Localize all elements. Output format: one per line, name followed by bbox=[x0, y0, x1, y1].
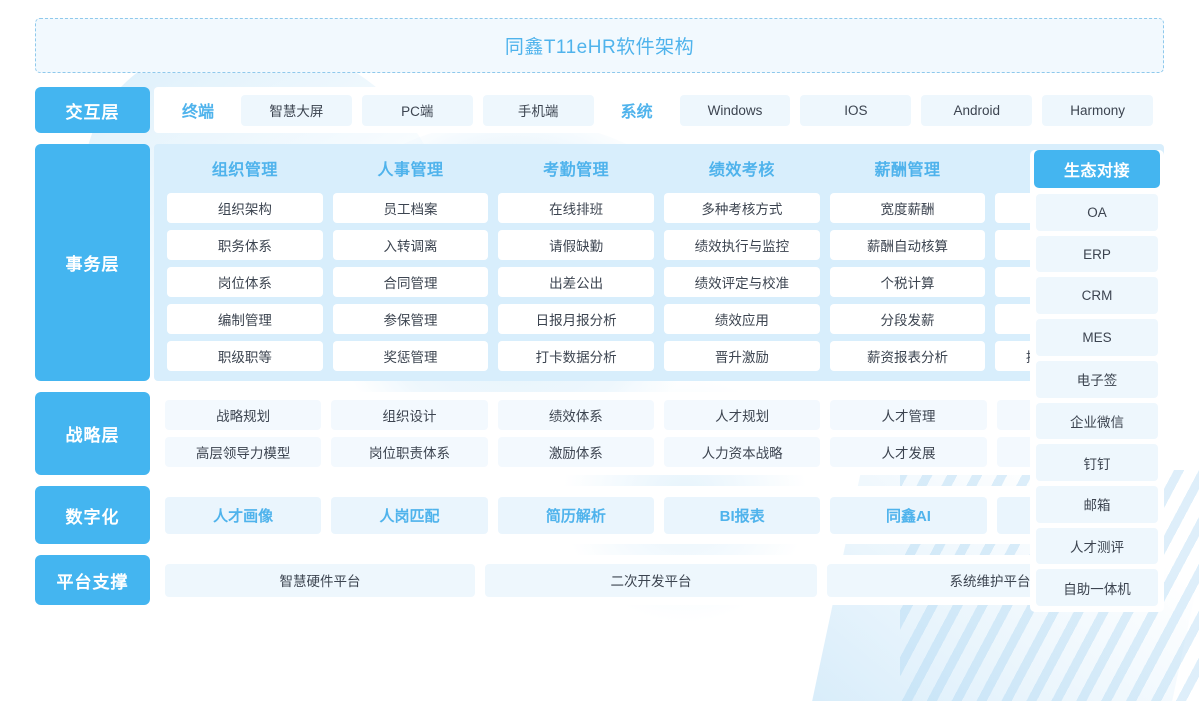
business-grid-row: 职级职等 奖惩管理 打卡数据分析 晋升激励 薪资报表分析 招聘分析与应用 bbox=[162, 341, 1156, 371]
business-cell[interactable]: 岗位体系 bbox=[167, 267, 323, 297]
platform-cell-secondary-dev[interactable]: 二次开发平台 bbox=[485, 563, 817, 597]
layer-label-strategy: 战略层 bbox=[35, 392, 150, 475]
platform-layer-body: 智慧硬件平台 二次开发平台 系统维护平台 bbox=[154, 555, 1164, 605]
interaction-item-windows[interactable]: Windows bbox=[679, 94, 791, 126]
business-cell[interactable]: 薪酬自动核算 bbox=[829, 230, 986, 260]
business-cell[interactable]: 组织架构 bbox=[167, 193, 323, 223]
strategy-cell[interactable]: 组织设计 bbox=[331, 400, 488, 430]
business-column-headers: 组织管理 人事管理 考勤管理 绩效考核 薪酬管理 招聘管理 bbox=[162, 151, 1156, 188]
strategy-layer-row: 战略层 战略规划 组织设计 绩效体系 人才规划 人才管理 BI商业智能 高层领导… bbox=[35, 392, 1164, 475]
digital-layer-row: 数字化 人才画像 人岗匹配 简历解析 BI报表 同鑫AI 问答机器人 bbox=[35, 486, 1164, 544]
business-cell[interactable]: 绩效应用 bbox=[664, 304, 820, 334]
ecosystem-item-crm[interactable]: CRM bbox=[1036, 277, 1158, 315]
business-cell[interactable]: 分段发薪 bbox=[829, 304, 986, 334]
strategy-cell[interactable]: 人才规划 bbox=[663, 400, 821, 430]
ecosystem-item-mes[interactable]: MES bbox=[1036, 319, 1158, 356]
ecosystem-item-wecom[interactable]: 企业微信 bbox=[1036, 402, 1158, 440]
interaction-item-ios[interactable]: IOS bbox=[800, 94, 912, 126]
layer-label-business: 事务层 bbox=[35, 144, 150, 381]
ecosystem-item-talent-assessment[interactable]: 人才测评 bbox=[1036, 527, 1158, 565]
business-grid-row: 岗位体系 合同管理 出差公出 绩效评定与校准 个税计算 面试管理 bbox=[162, 267, 1156, 297]
ecosystem-item-self-service-kiosk[interactable]: 自助一体机 bbox=[1036, 569, 1158, 607]
ecosystem-item-esign[interactable]: 电子签 bbox=[1036, 360, 1158, 398]
business-cell[interactable]: 打卡数据分析 bbox=[498, 341, 655, 371]
business-cell[interactable]: 员工档案 bbox=[332, 193, 489, 223]
business-cell[interactable]: 多种考核方式 bbox=[664, 193, 820, 223]
interaction-item-harmony[interactable]: Harmony bbox=[1042, 94, 1154, 126]
strategy-cell[interactable]: 高层领导力模型 bbox=[165, 437, 322, 467]
platform-cell-hardware[interactable]: 智慧硬件平台 bbox=[165, 563, 475, 597]
business-cell[interactable]: 出差公出 bbox=[498, 267, 655, 297]
digital-cell-talent-profile[interactable]: 人才画像 bbox=[165, 496, 322, 534]
business-cell[interactable]: 合同管理 bbox=[332, 267, 489, 297]
interaction-item-mobile[interactable]: 手机端 bbox=[482, 94, 594, 126]
interaction-group-label-system: 系统 bbox=[620, 104, 653, 121]
business-cell[interactable]: 编制管理 bbox=[167, 304, 323, 334]
digital-layer-body: 人才画像 人岗匹配 简历解析 BI报表 同鑫AI 问答机器人 bbox=[154, 486, 1164, 544]
business-column-header-payroll: 薪酬管理 bbox=[874, 162, 941, 179]
interaction-item-pc[interactable]: PC端 bbox=[361, 94, 473, 126]
business-cell[interactable]: 职务体系 bbox=[167, 230, 323, 260]
business-grid-row: 组织架构 员工档案 在线排班 多种考核方式 宽度薪酬 招聘计划 bbox=[162, 193, 1156, 223]
business-cell[interactable]: 日报月报分析 bbox=[498, 304, 655, 334]
business-cell[interactable]: 绩效评定与校准 bbox=[664, 267, 820, 297]
business-grid-row: 职务体系 入转调离 请假缺勤 绩效执行与监控 薪酬自动核算 候选人员 bbox=[162, 230, 1156, 260]
strategy-layer-body: 战略规划 组织设计 绩效体系 人才规划 人才管理 BI商业智能 高层领导力模型 … bbox=[154, 392, 1164, 475]
interaction-item-smart-screen[interactable]: 智慧大屏 bbox=[241, 94, 352, 126]
business-column-header-org: 组织管理 bbox=[211, 162, 278, 179]
strategy-cell[interactable]: 人才管理 bbox=[830, 400, 987, 430]
business-cell[interactable]: 宽度薪酬 bbox=[829, 193, 986, 223]
business-cell[interactable]: 在线排班 bbox=[498, 193, 655, 223]
ecosystem-panel-header: 生态对接 bbox=[1034, 150, 1160, 188]
business-grid-row: 编制管理 参保管理 日报月报分析 绩效应用 分段发薪 人才库管理 bbox=[162, 304, 1156, 334]
ecosystem-item-email[interactable]: 邮箱 bbox=[1036, 485, 1158, 523]
business-cell[interactable]: 入转调离 bbox=[332, 230, 489, 260]
strategy-cell[interactable]: 岗位职责体系 bbox=[331, 437, 488, 467]
interaction-layer-body: 终端 智慧大屏 PC端 手机端 系统 Windows IOS Android H… bbox=[154, 87, 1164, 133]
strategy-cell[interactable]: 绩效体系 bbox=[497, 400, 654, 430]
business-cell[interactable]: 参保管理 bbox=[332, 304, 489, 334]
strategy-cell[interactable]: 激励体系 bbox=[497, 437, 654, 467]
ecosystem-item-erp[interactable]: ERP bbox=[1036, 235, 1158, 273]
interaction-layer-row: 交互层 终端 智慧大屏 PC端 手机端 系统 Windows IOS Andro… bbox=[35, 87, 1164, 133]
interaction-group-label-terminal: 终端 bbox=[181, 104, 214, 121]
ecosystem-item-oa[interactable]: OA bbox=[1036, 194, 1158, 231]
strategy-cell[interactable]: 人力资本战略 bbox=[663, 437, 821, 467]
digital-cell-bi-report[interactable]: BI报表 bbox=[663, 496, 821, 534]
digital-cell-resume-parsing[interactable]: 简历解析 bbox=[497, 496, 654, 534]
ecosystem-panel: 生态对接 OA ERP CRM MES 电子签 企业微信 钉钉 邮箱 人才测评 … bbox=[1030, 150, 1164, 612]
interaction-item-android[interactable]: Android bbox=[921, 94, 1033, 126]
strategy-cell[interactable]: 战略规划 bbox=[165, 400, 322, 430]
business-cell[interactable]: 晋升激励 bbox=[664, 341, 820, 371]
diagram-content: 同鑫T11eHR软件架构 交互层 终端 智慧大屏 PC端 手机端 系统 Wind… bbox=[35, 18, 1164, 605]
page-title: 同鑫T11eHR软件架构 bbox=[504, 37, 695, 58]
business-cell[interactable]: 职级职等 bbox=[167, 341, 323, 371]
strategy-grid-row: 战略规划 组织设计 绩效体系 人才规划 人才管理 BI商业智能 bbox=[160, 400, 1158, 430]
business-cell[interactable]: 薪资报表分析 bbox=[829, 341, 986, 371]
digital-cell-job-matching[interactable]: 人岗匹配 bbox=[331, 496, 488, 534]
platform-layer-row: 平台支撑 智慧硬件平台 二次开发平台 系统维护平台 bbox=[35, 555, 1164, 605]
diagram-title-band: 同鑫T11eHR软件架构 bbox=[35, 18, 1164, 73]
business-column-header-attendance: 考勤管理 bbox=[543, 162, 610, 179]
business-cell[interactable]: 奖惩管理 bbox=[332, 341, 489, 371]
strategy-cell[interactable]: 人才发展 bbox=[830, 437, 987, 467]
business-layer-row: 事务层 组织管理 人事管理 考勤管理 绩效考核 薪酬管理 招聘管理 组织架构 员… bbox=[35, 144, 1164, 381]
layer-label-digital: 数字化 bbox=[35, 486, 150, 544]
business-layer-body: 组织管理 人事管理 考勤管理 绩效考核 薪酬管理 招聘管理 组织架构 员工档案 … bbox=[154, 144, 1164, 381]
digital-cell-tongxin-ai[interactable]: 同鑫AI bbox=[830, 496, 987, 534]
ecosystem-item-dingtalk[interactable]: 钉钉 bbox=[1036, 444, 1158, 481]
business-cell[interactable]: 绩效执行与监控 bbox=[664, 230, 820, 260]
business-cell[interactable]: 请假缺勤 bbox=[498, 230, 655, 260]
business-column-header-hr: 人事管理 bbox=[377, 162, 444, 179]
business-cell[interactable]: 个税计算 bbox=[829, 267, 986, 297]
layer-label-interaction: 交互层 bbox=[35, 87, 150, 133]
strategy-grid-row: 高层领导力模型 岗位职责体系 激励体系 人力资本战略 人才发展 人力资源调研 bbox=[160, 437, 1158, 467]
business-column-header-performance: 绩效考核 bbox=[708, 162, 775, 179]
layer-label-platform: 平台支撑 bbox=[35, 555, 150, 605]
